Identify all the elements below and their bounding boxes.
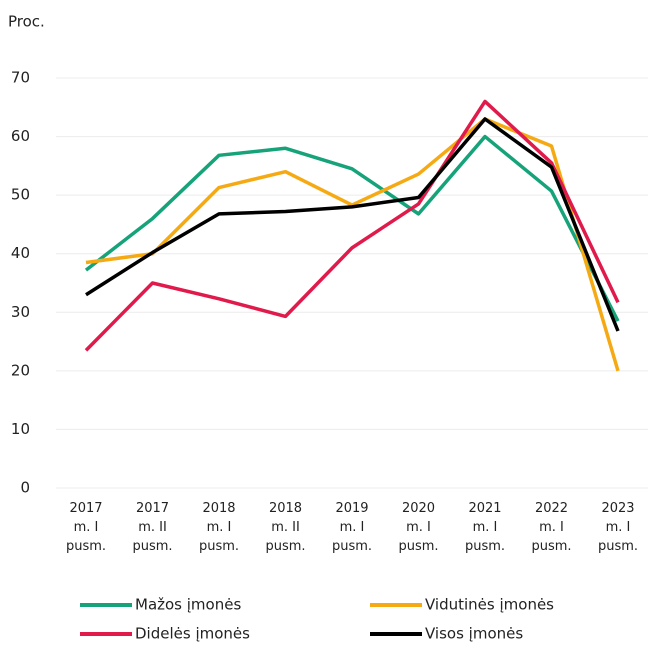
series-line [84,134,620,322]
y-axis-label: Proc. [8,13,45,31]
series-line [85,117,620,332]
legend-label: Mažos įmonės [135,596,241,614]
legend-label: Vidutinės įmonės [425,596,554,614]
y-tick-label: 60 [11,127,30,145]
y-tick-label: 40 [11,244,30,262]
y-tick-label: 0 [20,479,30,497]
y-tick-label: 10 [11,420,30,438]
y-tick-label: 50 [11,186,30,204]
x-tick-label: 2018 m. II pusm. [265,501,305,554]
legend-label: Visos įmonės [425,625,523,643]
legend-label: Didelės įmonės [135,625,250,643]
x-tick-label: 2017 m. II pusm. [132,501,172,554]
y-tick-label: 30 [11,303,30,321]
y-tick-label: 70 [11,69,30,87]
y-tick-label: 20 [11,361,30,379]
series-line [84,99,620,352]
